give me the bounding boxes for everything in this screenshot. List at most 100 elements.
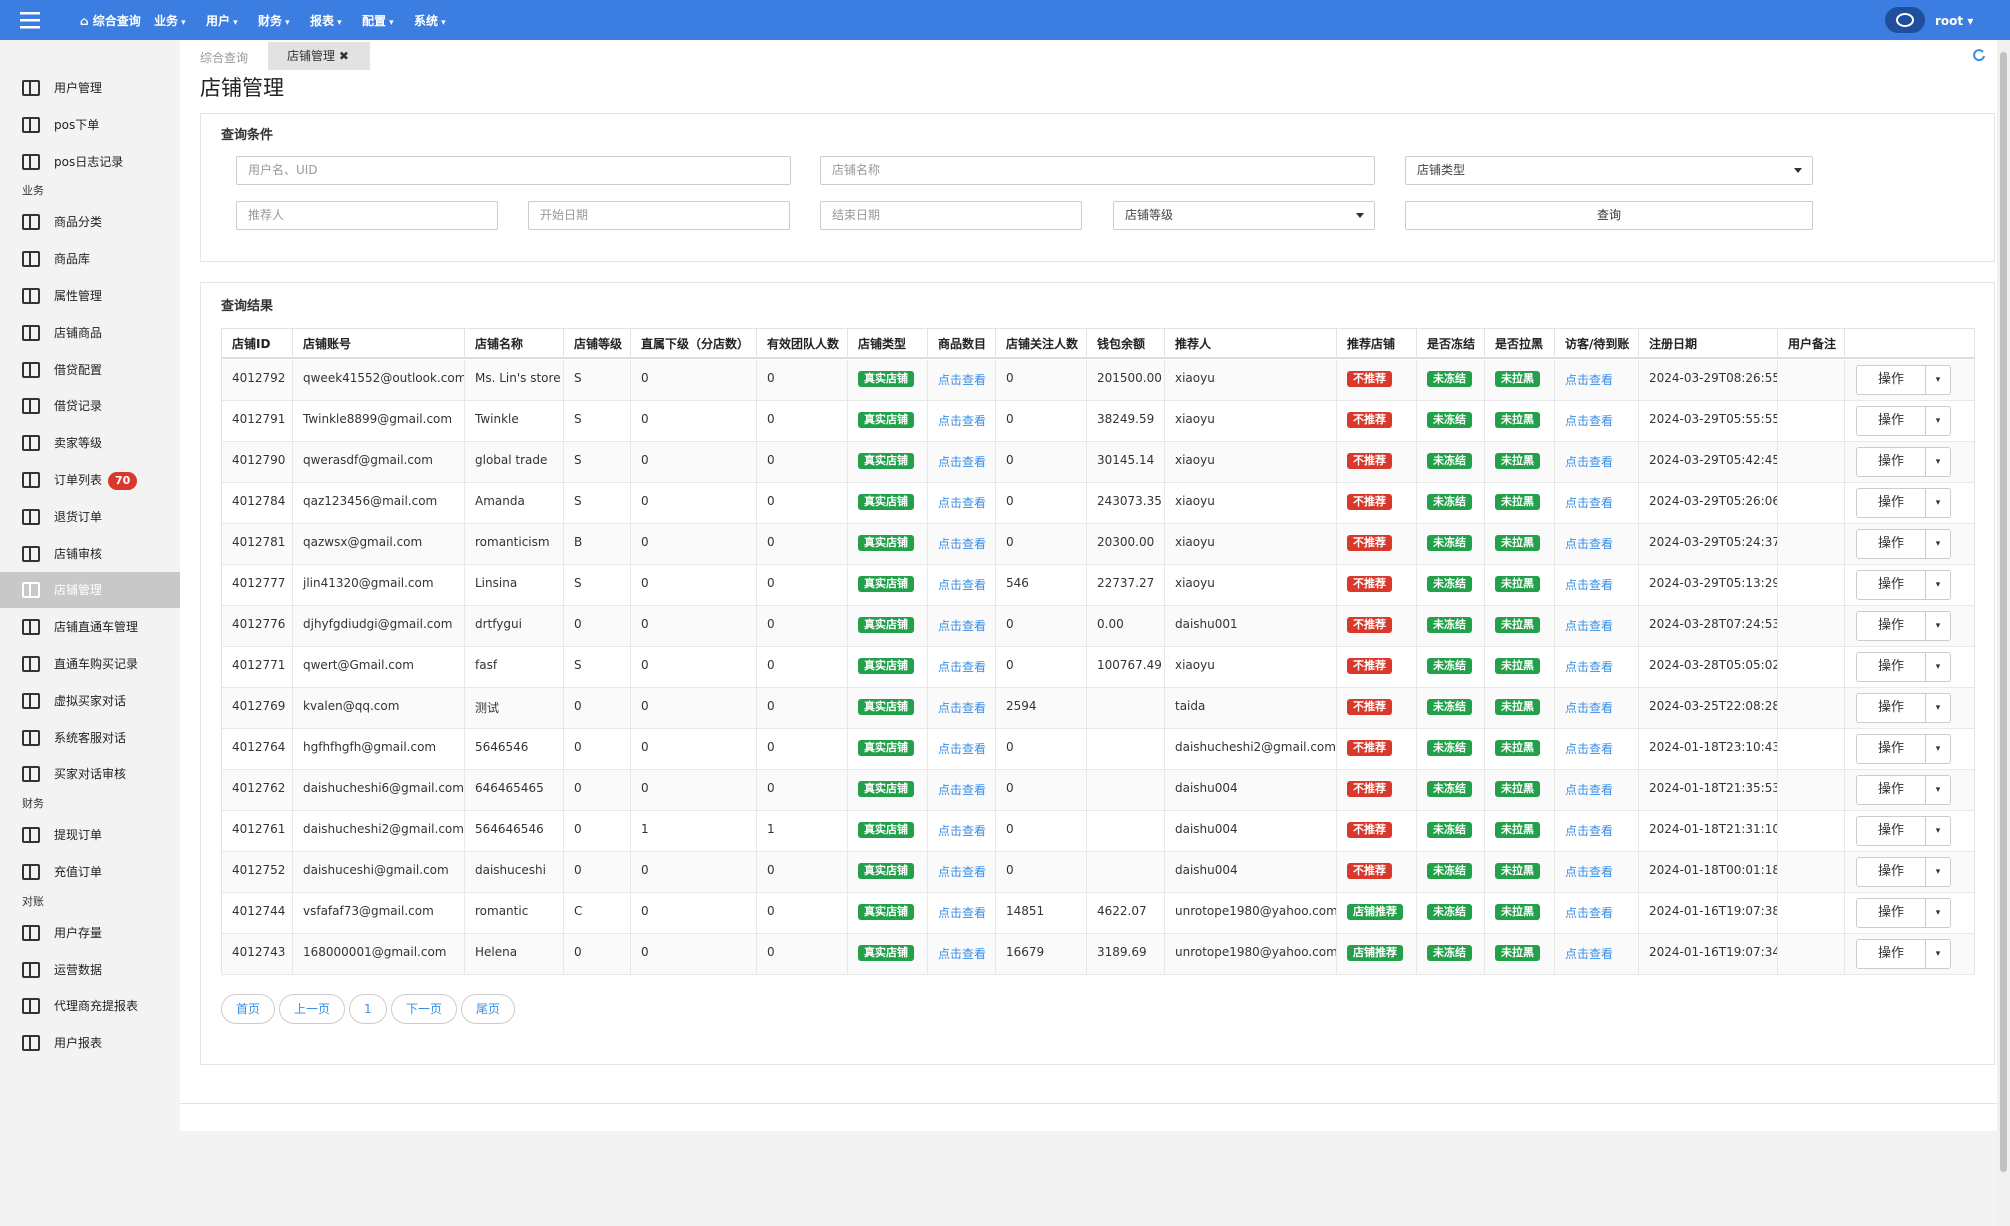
view-link[interactable]: 点击查看 (1565, 578, 1614, 592)
sidebar-label[interactable]: 店铺管理 (54, 583, 103, 598)
view-link[interactable]: 点击查看 (1565, 865, 1614, 879)
sidebar-label[interactable]: 借贷记录 (54, 399, 103, 414)
sidebar-item[interactable]: 卖家等级 (0, 425, 180, 461)
view-link[interactable]: 点击查看 (1565, 619, 1614, 633)
sidebar-item[interactable]: 买家对话审核 (0, 756, 180, 792)
input[interactable]: 结束日期 (820, 201, 1082, 230)
view-link[interactable]: 点击查看 (1565, 742, 1614, 756)
view-link[interactable]: 点击查看 (938, 496, 987, 510)
user-menu[interactable]: root ▾ (1935, 14, 1974, 28)
page-button[interactable]: 首页 (221, 994, 276, 1024)
sidebar-item[interactable]: 商品分类 (0, 204, 180, 240)
sidebar-item[interactable]: pos下单 (0, 107, 180, 143)
view-link[interactable]: 点击查看 (938, 619, 987, 633)
nav-label[interactable]: 配置 (362, 14, 387, 28)
view-link[interactable]: 点击查看 (938, 742, 987, 756)
input[interactable]: 开始日期 (528, 201, 790, 230)
page-button[interactable]: 下一页 (391, 994, 458, 1024)
sidebar-label[interactable]: 提现订单 (54, 828, 103, 843)
nav-item[interactable]: 用户 ▾ (206, 12, 238, 29)
sidebar-label[interactable]: 借贷配置 (54, 362, 103, 377)
view-link[interactable]: 点击查看 (938, 783, 987, 797)
nav-item[interactable]: ⌂ 综合查询 (80, 12, 141, 29)
action-caret[interactable]: ▾ (1925, 529, 1951, 559)
sidebar-label[interactable]: 属性管理 (54, 289, 103, 303)
action-button[interactable]: 操作 (1856, 693, 1926, 723)
sidebar-label[interactable]: 虚拟买家对话 (54, 693, 127, 708)
action-caret[interactable]: ▾ (1925, 652, 1951, 682)
action-caret[interactable]: ▾ (1925, 816, 1951, 846)
sidebar-item[interactable]: 虚拟买家对话 (0, 683, 180, 719)
sidebar-label[interactable]: 店铺商品 (54, 325, 103, 340)
page-button[interactable]: 尾页 (461, 994, 516, 1024)
action-button[interactable]: 操作 (1856, 816, 1926, 846)
view-link[interactable]: 点击查看 (1565, 537, 1614, 551)
view-link[interactable]: 点击查看 (938, 947, 987, 961)
nav-item[interactable]: 配置 ▾ (362, 12, 394, 29)
sidebar-label[interactable]: 运营数据 (54, 962, 103, 977)
view-link[interactable]: 点击查看 (938, 906, 987, 920)
view-link[interactable]: 点击查看 (1565, 414, 1614, 428)
action-caret[interactable]: ▾ (1925, 775, 1951, 805)
sidebar-label[interactable]: pos下单 (54, 117, 100, 132)
tab[interactable]: 综合查询 (200, 51, 249, 65)
action-button[interactable]: 操作 (1856, 611, 1926, 641)
action-caret[interactable]: ▾ (1925, 406, 1951, 436)
action-caret[interactable]: ▾ (1925, 611, 1951, 641)
view-link[interactable]: 点击查看 (1565, 906, 1614, 920)
nav-label[interactable]: 业务 (154, 14, 179, 28)
sidebar-item[interactable]: 运营数据 (0, 952, 180, 988)
view-link[interactable]: 点击查看 (1565, 455, 1614, 469)
action-caret[interactable]: ▾ (1925, 693, 1951, 723)
sidebar-label[interactable]: 用户管理 (54, 81, 103, 95)
input[interactable]: 推荐人 (236, 201, 498, 230)
nav-label[interactable]: 综合查询 (92, 14, 141, 28)
action-button[interactable]: 操作 (1856, 570, 1926, 600)
action-caret[interactable]: ▾ (1925, 898, 1951, 928)
action-caret[interactable]: ▾ (1925, 365, 1951, 395)
scrollbar[interactable] (1997, 40, 2010, 1226)
sidebar-item[interactable]: 退货订单 (0, 499, 180, 535)
menu-icon[interactable] (20, 10, 42, 30)
view-link[interactable]: 点击查看 (1565, 783, 1614, 797)
action-caret[interactable]: ▾ (1925, 570, 1951, 600)
view-link[interactable]: 点击查看 (938, 537, 987, 551)
action-button[interactable]: 操作 (1856, 529, 1926, 559)
sidebar-item[interactable]: 直通车购买记录 (0, 646, 180, 682)
nav-label[interactable]: 系统 (414, 14, 439, 28)
sidebar-item[interactable]: 借贷记录 (0, 388, 180, 424)
action-button[interactable]: 操作 (1856, 447, 1926, 477)
sidebar-label[interactable]: 退货订单 (54, 509, 103, 524)
search-button[interactable]: 查询 (1405, 201, 1813, 230)
action-button[interactable]: 操作 (1856, 939, 1926, 969)
view-link[interactable]: 点击查看 (938, 414, 987, 428)
action-caret[interactable]: ▾ (1925, 447, 1951, 477)
action-button[interactable]: 操作 (1856, 857, 1926, 887)
user-name[interactable]: root (1935, 14, 1964, 28)
sidebar-item[interactable]: 充值订单 (0, 854, 180, 890)
view-link[interactable]: 点击查看 (1565, 496, 1614, 510)
view-link[interactable]: 点击查看 (1565, 373, 1614, 387)
view-link[interactable]: 点击查看 (938, 701, 987, 715)
action-button[interactable]: 操作 (1856, 652, 1926, 682)
action-button[interactable]: 操作 (1856, 365, 1926, 395)
scroll-thumb[interactable] (2000, 52, 2007, 1172)
input[interactable]: 店铺名称 (820, 156, 1375, 185)
sidebar-item[interactable]: 借贷配置 (0, 352, 180, 388)
view-link[interactable]: 点击查看 (938, 865, 987, 879)
sidebar-label[interactable]: 订单列表 (54, 473, 103, 487)
view-link[interactable]: 点击查看 (1565, 824, 1614, 838)
sidebar-item[interactable]: 用户存量 (0, 915, 180, 951)
nav-item[interactable]: 报表 ▾ (310, 12, 342, 29)
sidebar-label[interactable]: 系统客服对话 (54, 730, 127, 745)
sidebar-item[interactable]: 店铺审核 (0, 536, 180, 572)
sidebar-label[interactable]: 卖家等级 (54, 436, 103, 451)
sidebar-item[interactable]: 属性管理 (0, 278, 180, 314)
sidebar-label[interactable]: pos日志记录 (54, 154, 124, 169)
nav-item[interactable]: 业务 ▾ (154, 12, 186, 29)
sidebar-label[interactable]: 商品库 (54, 252, 91, 267)
nav-label[interactable]: 财务 (258, 14, 283, 28)
action-caret[interactable]: ▾ (1925, 857, 1951, 887)
action-button[interactable]: 操作 (1856, 406, 1926, 436)
view-link[interactable]: 点击查看 (938, 373, 987, 387)
